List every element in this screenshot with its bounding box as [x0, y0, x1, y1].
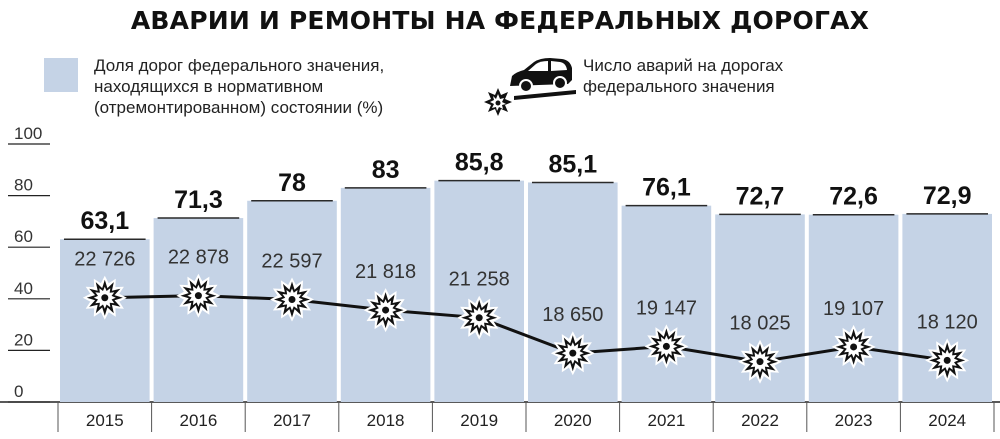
y-tick-label: 80 [14, 176, 33, 195]
burst-icon [270, 277, 314, 322]
burst-core [850, 343, 858, 351]
x-tick-label: 2019 [460, 411, 498, 430]
bar-value-label: 72,6 [829, 183, 878, 211]
y-tick-label: 40 [14, 279, 33, 298]
x-tick-label: 2017 [273, 411, 311, 430]
accident-count-label: 19 147 [636, 297, 697, 319]
burst-icon [457, 295, 502, 340]
burst-core [756, 358, 764, 366]
x-tick-label: 2024 [928, 411, 966, 430]
x-tick-label: 2015 [86, 411, 124, 430]
accident-count-label: 22 597 [261, 250, 322, 272]
bar-value-label: 72,7 [736, 182, 785, 210]
accident-count-label: 18 650 [542, 304, 603, 326]
legend-bar-swatch [44, 58, 78, 92]
accident-count-label: 22 878 [168, 247, 229, 269]
burst-icon [831, 324, 876, 369]
bar [60, 239, 150, 402]
accident-line [104, 294, 948, 364]
accident-count-label: 19 107 [823, 298, 884, 320]
y-tick-label: 100 [14, 124, 42, 143]
legend-line-label: Число аварий на дорогах федерального зна… [583, 56, 784, 96]
legend-bars-label: Доля дорог федерального значения, находя… [94, 56, 385, 117]
accident-count-label: 18 025 [729, 313, 790, 335]
burst-core [382, 306, 390, 314]
accident-count-label: 21 258 [449, 269, 510, 291]
burst-icon [363, 288, 408, 333]
bar [808, 214, 899, 402]
x-tick-label: 2023 [835, 411, 873, 430]
x-tick-label: 2020 [554, 411, 592, 430]
bar [434, 180, 524, 402]
burst-icon [550, 331, 595, 376]
burst-icon [738, 339, 782, 384]
x-tick-label: 2021 [647, 411, 685, 430]
car-crash-icon [484, 58, 576, 116]
bar-value-label: 78 [278, 169, 306, 197]
x-tick-label: 2022 [741, 411, 779, 430]
accident-count-label: 21 818 [355, 261, 416, 283]
burst-core [569, 349, 577, 357]
y-tick-label: 20 [14, 330, 33, 349]
bar-value-label: 63,1 [80, 207, 129, 235]
x-tick-label: 2018 [367, 411, 405, 430]
burst-core [194, 292, 202, 300]
accident-count-label: 18 120 [917, 311, 978, 333]
burst-icon [644, 324, 689, 369]
chart-title: АВАРИИ И РЕМОНТЫ НА ФЕДЕРАЛЬНЫХ ДОРОГАХ [130, 6, 870, 35]
bar [621, 205, 712, 402]
bar-value-label: 83 [372, 156, 400, 184]
burst-core [475, 314, 483, 322]
bar-value-label: 76,1 [642, 174, 691, 202]
burst-core [288, 295, 296, 303]
y-tick-label: 60 [14, 227, 33, 246]
burst-icon [925, 338, 970, 383]
bar-value-label: 72,9 [923, 182, 972, 210]
accident-count-label: 22 726 [74, 249, 135, 271]
bar-value-label: 71,3 [174, 186, 223, 214]
burst-icon [176, 273, 221, 318]
burst-core [101, 294, 109, 302]
burst-core [662, 342, 670, 350]
bar-value-label: 85,8 [455, 149, 504, 177]
x-tick-label: 2016 [179, 411, 217, 430]
burst-icon [82, 275, 127, 320]
burst-core [943, 356, 951, 364]
bar-value-label: 85,1 [548, 150, 597, 178]
y-tick-label: 0 [14, 382, 23, 401]
